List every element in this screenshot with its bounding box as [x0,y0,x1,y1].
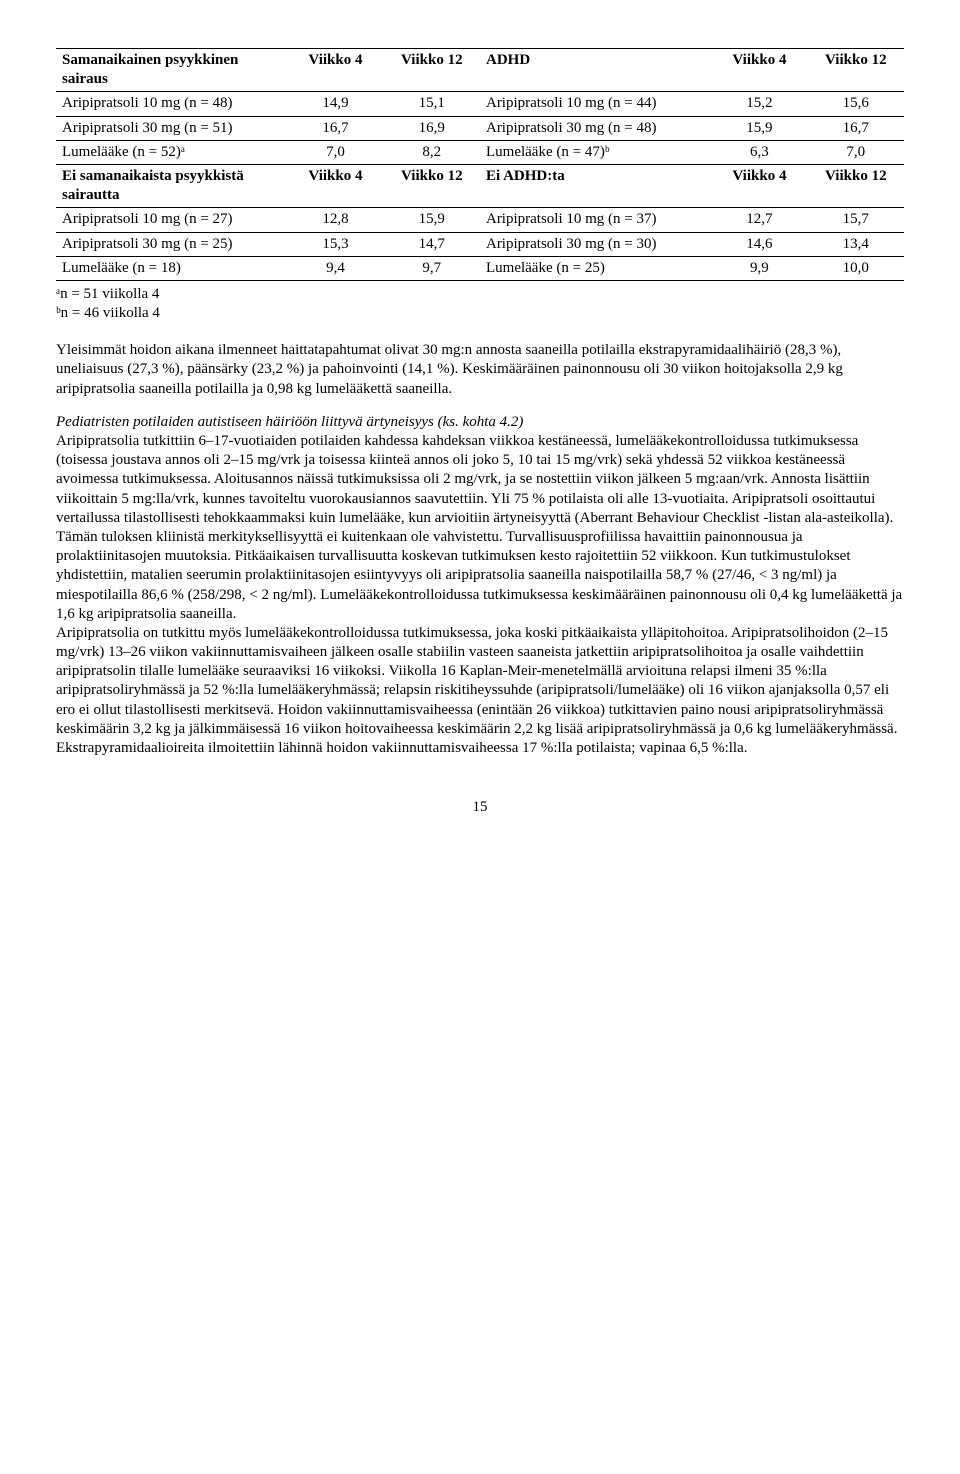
table-cell: 14,9 [287,92,383,116]
table-cell: 15,7 [808,208,904,232]
table-cell: 15,9 [384,208,480,232]
table-cell: 15,2 [711,92,807,116]
table-cell: Aripipratsoli 10 mg (n = 48) [56,92,287,116]
table-cell: Lumelääke (n = 47)ᵇ [480,140,711,164]
table-cell: 7,0 [287,140,383,164]
table-cell: Aripipratsoli 30 mg (n = 51) [56,116,287,140]
table-cell: 16,7 [808,116,904,140]
table-cell: Aripipratsoli 10 mg (n = 27) [56,208,287,232]
table-cell: 15,9 [711,116,807,140]
table-header-cell: Viikko 12 [384,49,480,92]
pediatric-heading: Pediatristen potilaiden autistiseen häir… [56,414,523,430]
table-header-cell: Viikko 4 [711,49,807,92]
table-cell: Aripipratsoli 10 mg (n = 44) [480,92,711,116]
table-cell: Lumelääke (n = 18) [56,256,287,280]
table-footnotes: ᵃn = 51 viikolla 4 ᵇn = 46 viikolla 4 [56,285,904,323]
table-cell: Lumelääke (n = 52)ᵃ [56,140,287,164]
table-cell: 9,9 [711,256,807,280]
footnote-a: ᵃn = 51 viikolla 4 [56,285,904,304]
table-header-cell: Viikko 12 [384,164,480,207]
table-header-cell: Viikko 4 [711,164,807,207]
results-table: Samanaikainen psyykkinen sairausViikko 4… [56,48,904,281]
table-cell: 14,6 [711,232,807,256]
table-header-cell: Ei samanaikaista psyykkistä sairautta [56,164,287,207]
table-cell: 9,4 [287,256,383,280]
table-header-cell: Viikko 4 [287,49,383,92]
table-cell: 15,3 [287,232,383,256]
table-header-cell: ADHD [480,49,711,92]
table-cell: 12,8 [287,208,383,232]
table-cell: 16,9 [384,116,480,140]
table-cell: 7,0 [808,140,904,164]
table-cell: Aripipratsoli 10 mg (n = 37) [480,208,711,232]
table-header-cell: Samanaikainen psyykkinen sairaus [56,49,287,92]
page-number: 15 [56,798,904,817]
table-cell: Aripipratsoli 30 mg (n = 30) [480,232,711,256]
pediatric-body: Aripipratsolia tutkittiin 6–17-vuotiaide… [56,433,902,622]
table-cell: 15,6 [808,92,904,116]
paragraph-adverse-events: Yleisimmät hoidon aikana ilmenneet haitt… [56,341,904,399]
table-cell: 8,2 [384,140,480,164]
table-cell: 6,3 [711,140,807,164]
table-header-cell: Ei ADHD:ta [480,164,711,207]
table-cell: Lumelääke (n = 25) [480,256,711,280]
table-cell: 9,7 [384,256,480,280]
table-cell: Aripipratsoli 30 mg (n = 25) [56,232,287,256]
table-cell: 15,1 [384,92,480,116]
table-header-cell: Viikko 12 [808,164,904,207]
paragraph-pediatric: Pediatristen potilaiden autistiseen häir… [56,413,904,624]
table-cell: 13,4 [808,232,904,256]
table-header-cell: Viikko 4 [287,164,383,207]
table-header-cell: Viikko 12 [808,49,904,92]
table-cell: 16,7 [287,116,383,140]
table-cell: 12,7 [711,208,807,232]
table-cell: 10,0 [808,256,904,280]
table-cell: Aripipratsoli 30 mg (n = 48) [480,116,711,140]
paragraph-maintenance: Aripipratsolia on tutkittu myös lumelääk… [56,624,904,758]
table-cell: 14,7 [384,232,480,256]
footnote-b: ᵇn = 46 viikolla 4 [56,304,904,323]
